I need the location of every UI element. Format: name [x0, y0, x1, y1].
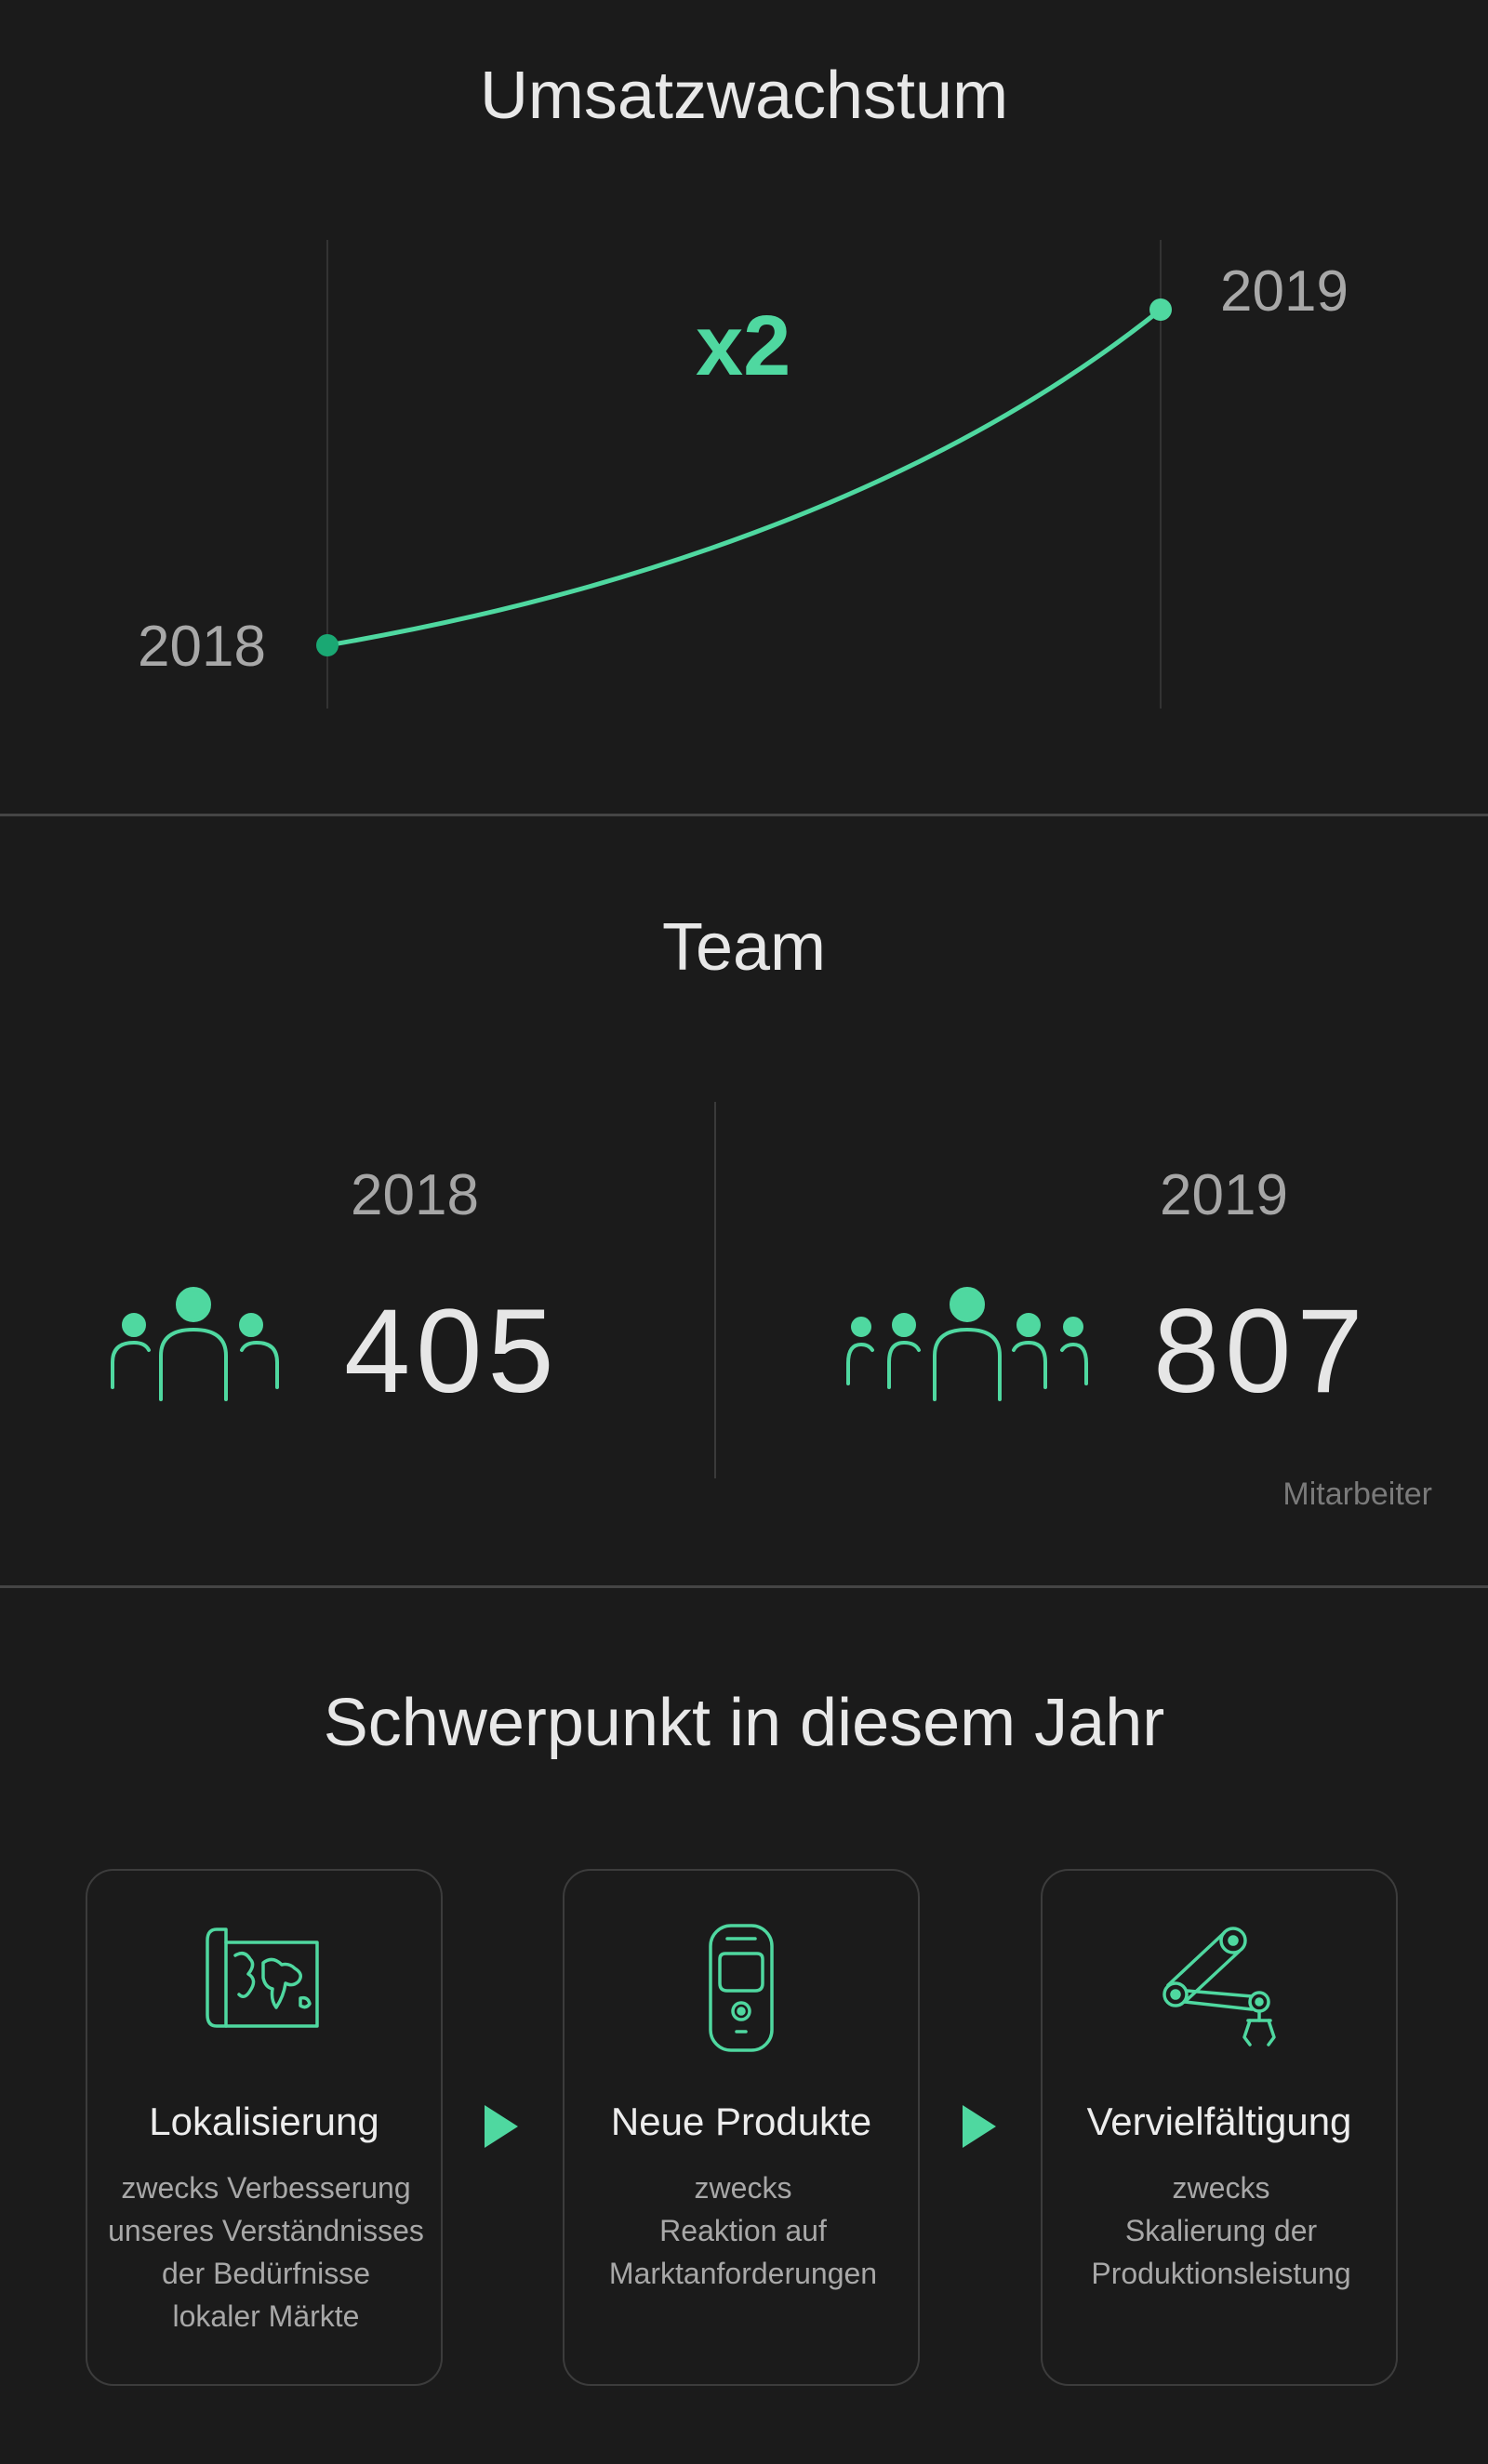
play-arrow-icon — [963, 2105, 996, 2148]
play-arrow-icon — [485, 2105, 518, 2148]
people-group-5-icon — [846, 1287, 1088, 1401]
end-point — [1149, 298, 1172, 321]
people-group-3-icon — [111, 1287, 279, 1401]
team-year-2018: 2018 — [351, 1163, 479, 1227]
team-count-2018: 405 — [344, 1285, 560, 1418]
robot-arm-icon — [1162, 1927, 1276, 2047]
section-divider — [0, 814, 1488, 816]
team-column-divider — [714, 1102, 716, 1478]
card-description-line: Skalierung der — [1124, 2214, 1318, 2247]
card-description-line: Reaktion auf — [659, 2214, 827, 2247]
card-description-line: lokaler Märkte — [172, 2299, 360, 2333]
growth-title: Umsatzwachstum — [479, 59, 1009, 133]
end-year-label: 2019 — [1220, 259, 1348, 324]
world-map-icon — [206, 1927, 319, 2028]
focus-card-replication: Vervielfältigung zwecks Skalierung der P… — [1041, 1869, 1398, 2386]
card-description-line: zwecks Verbesserung — [121, 2171, 411, 2205]
card-description-line: unseres Verständnisses — [108, 2214, 424, 2247]
card-title: Vervielfältigung — [1086, 2100, 1352, 2143]
team-count-2019: 807 — [1153, 1285, 1369, 1418]
start-point — [316, 634, 339, 656]
team-title: Team — [661, 910, 827, 985]
card-description-line: der Bedürfnisse — [161, 2257, 371, 2290]
card-description-line: Marktanforderungen — [608, 2257, 878, 2290]
team-unit-label: Mitarbeiter — [1282, 1477, 1432, 1512]
team-year-2019: 2019 — [1160, 1163, 1288, 1227]
mobile-device-icon — [709, 1924, 774, 2052]
card-description-line: Produktionsleistung — [1091, 2257, 1351, 2290]
focus-title: Schwerpunkt in diesem Jahr — [323, 1686, 1165, 1760]
card-description: zwecks Verbesserung unseres Verständniss… — [97, 2166, 435, 2338]
card-description-line: zwecks — [694, 2171, 792, 2205]
card-description: zwecks Skalierung der Produktionsleistun… — [1052, 2166, 1390, 2295]
card-title: Lokalisierung — [149, 2100, 379, 2143]
growth-chart — [316, 240, 1172, 709]
focus-card-localization: Lokalisierung zwecks Verbesserung unsere… — [86, 1869, 443, 2386]
growth-curve — [325, 307, 1163, 648]
growth-multiplier: x2 — [696, 298, 791, 393]
card-description: zwecks Reaktion auf Marktanforderungen — [574, 2166, 912, 2295]
focus-card-new-products: Neue Produkte zwecks Reaktion auf Markta… — [563, 1869, 920, 2386]
section-divider — [0, 1585, 1488, 1588]
start-year-label: 2018 — [138, 615, 266, 679]
card-title: Neue Produkte — [610, 2100, 872, 2143]
card-description-line: zwecks — [1172, 2171, 1270, 2205]
